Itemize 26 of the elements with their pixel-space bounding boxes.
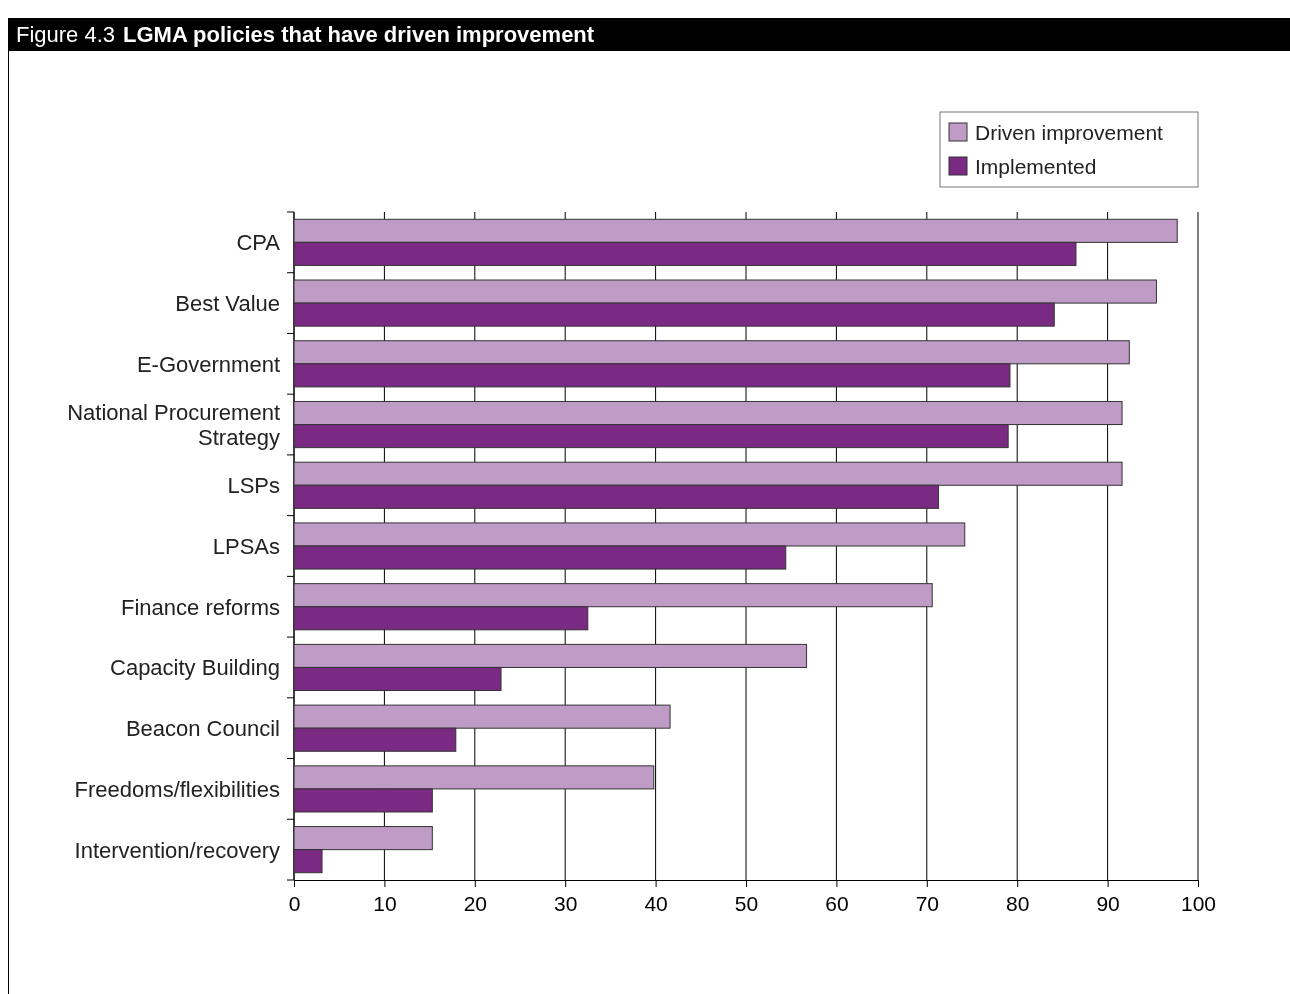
legend-label: Implemented: [975, 155, 1097, 178]
x-tick-label: 0: [288, 892, 301, 915]
x-tick-label: 30: [554, 892, 578, 915]
x-tick-label: 90: [1096, 892, 1120, 915]
chart-subtitle: LGMA policies that have driven improvement: [123, 22, 595, 47]
text: Figure 4.3: [16, 22, 116, 47]
x-tick-label: 70: [915, 892, 939, 915]
y-tick-label: CPA: [236, 230, 281, 256]
x-tick-label: 100: [1180, 892, 1217, 915]
y-tick-label: Capacity Building: [110, 655, 280, 681]
x-tick-label: 40: [644, 892, 668, 915]
y-tick-label: E-Government: [136, 351, 280, 377]
y-tick-label: Freedoms/flexibilities: [74, 776, 280, 802]
y-tick-label: LSPs: [227, 473, 280, 499]
y-tick-label: Finance reforms: [121, 594, 280, 620]
y-tick-label: National Procurement Strategy: [67, 400, 280, 451]
legend-label: Driven improvement: [975, 121, 1164, 144]
x-tick-label: 20: [463, 892, 487, 915]
y-tick-label: Intervention/recovery: [74, 837, 280, 863]
y-tick-label: Best Value: [175, 291, 280, 317]
x-tick-label: 50: [734, 892, 759, 915]
x-tick-label: 60: [825, 892, 849, 915]
y-tick-label: LPSAs: [212, 534, 280, 559]
x-tick-label: 10: [373, 892, 397, 915]
y-tick-label: Beacon Council: [125, 716, 280, 742]
x-tick-label: 80: [1006, 892, 1030, 915]
